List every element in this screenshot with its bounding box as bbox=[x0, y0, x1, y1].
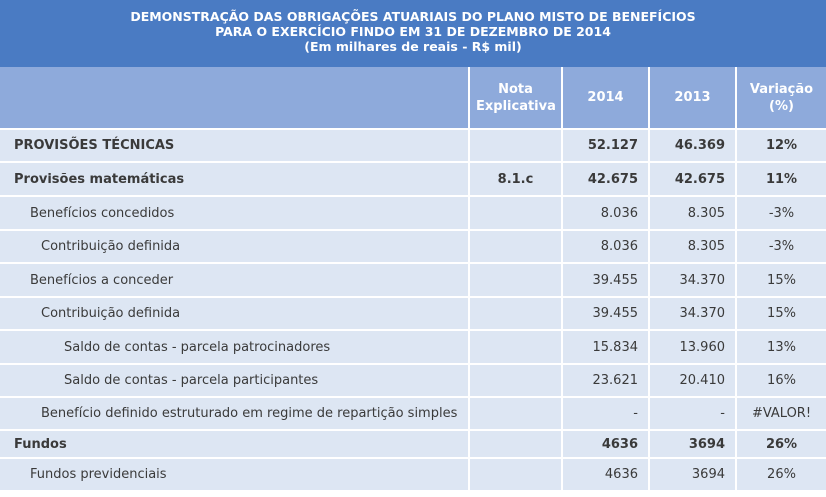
row-value-2013: 42.675 bbox=[648, 161, 736, 196]
row-nota: 8.1.c bbox=[468, 161, 562, 196]
table-row: Fundos 4636 3694 26% bbox=[0, 429, 826, 458]
row-value-2014: - bbox=[561, 396, 649, 430]
row-value-2014: 4636 bbox=[561, 429, 649, 458]
header-row: Nota Explicativa 2014 2013 Variação (%) bbox=[0, 67, 826, 129]
row-value-2014: 39.455 bbox=[561, 296, 649, 330]
row-variacao: 26% bbox=[735, 429, 826, 458]
row-value-2013: - bbox=[648, 396, 736, 430]
row-value-2014: 52.127 bbox=[561, 128, 649, 162]
table-row: Benefícios concedidos 8.036 8.305 -3% bbox=[0, 195, 826, 230]
row-value-2013: 8.305 bbox=[648, 229, 736, 263]
row-label: PROVISÕES TÉCNICAS bbox=[0, 128, 469, 162]
header-2014: 2014 bbox=[561, 67, 649, 129]
row-label: Contribuição definida bbox=[0, 229, 469, 263]
row-nota bbox=[468, 457, 562, 490]
header-variacao: Variação (%) bbox=[735, 67, 826, 129]
title-line-3: (Em milhares de reais - R$ mil) bbox=[304, 39, 522, 54]
row-value-2014: 42.675 bbox=[561, 161, 649, 196]
row-label: Benefício definido estruturado em regime… bbox=[0, 396, 469, 430]
row-nota bbox=[468, 195, 562, 230]
row-nota bbox=[468, 296, 562, 330]
row-label: Contribuição definida bbox=[0, 296, 469, 330]
row-variacao: -3% bbox=[735, 229, 826, 263]
row-variacao: -3% bbox=[735, 195, 826, 230]
row-nota bbox=[468, 429, 562, 458]
actuarial-obligations-table: Nota Explicativa 2014 2013 Variação (%) PR… bbox=[0, 67, 826, 490]
row-value-2013: 20.410 bbox=[648, 363, 736, 397]
table-row: Contribuição definida 39.455 34.370 15% bbox=[0, 296, 826, 330]
row-nota bbox=[468, 229, 562, 263]
title-line-2: PARA O EXERCÍCIO FINDO EM 31 DE DEZEMBRO… bbox=[215, 24, 611, 39]
row-variacao: #VALOR! bbox=[735, 396, 826, 430]
row-value-2013: 34.370 bbox=[648, 296, 736, 330]
row-variacao: 15% bbox=[735, 296, 826, 330]
row-label: Saldo de contas - parcela participantes bbox=[0, 363, 469, 397]
table-row: Saldo de contas - parcela patrocinadores… bbox=[0, 329, 826, 364]
row-value-2014: 39.455 bbox=[561, 262, 649, 297]
row-label: Fundos previdenciais bbox=[0, 457, 469, 490]
row-value-2014: 15.834 bbox=[561, 329, 649, 364]
row-nota bbox=[468, 128, 562, 162]
row-variacao: 13% bbox=[735, 329, 826, 364]
row-variacao: 26% bbox=[735, 457, 826, 490]
header-description bbox=[0, 67, 469, 129]
row-label: Benefícios a conceder bbox=[0, 262, 469, 297]
table-row: Benefício definido estruturado em regime… bbox=[0, 396, 826, 430]
table-title: DEMONSTRAÇÃO DAS OBRIGAÇÕES ATUARIAIS DO… bbox=[0, 0, 826, 67]
row-variacao: 11% bbox=[735, 161, 826, 196]
row-variacao: 12% bbox=[735, 128, 826, 162]
row-label: Saldo de contas - parcela patrocinadores bbox=[0, 329, 469, 364]
row-nota bbox=[468, 329, 562, 364]
row-value-2013: 46.369 bbox=[648, 128, 736, 162]
table-row: PROVISÕES TÉCNICAS 52.127 46.369 12% bbox=[0, 128, 826, 162]
row-value-2014: 8.036 bbox=[561, 195, 649, 230]
row-value-2013: 8.305 bbox=[648, 195, 736, 230]
table-row: Benefícios a conceder 39.455 34.370 15% bbox=[0, 262, 826, 297]
row-value-2013: 34.370 bbox=[648, 262, 736, 297]
row-variacao: 15% bbox=[735, 262, 826, 297]
table-row: Provisões matemáticas 8.1.c 42.675 42.67… bbox=[0, 161, 826, 196]
row-value-2014: 4636 bbox=[561, 457, 649, 490]
header-nota-explicativa: Nota Explicativa bbox=[468, 67, 562, 129]
row-label: Provisões matemáticas bbox=[0, 161, 469, 196]
row-value-2014: 8.036 bbox=[561, 229, 649, 263]
row-nota bbox=[468, 262, 562, 297]
title-line-1: DEMONSTRAÇÃO DAS OBRIGAÇÕES ATUARIAIS DO… bbox=[130, 9, 696, 24]
row-value-2013: 3694 bbox=[648, 429, 736, 458]
table-row: Contribuição definida 8.036 8.305 -3% bbox=[0, 229, 826, 263]
row-value-2013: 13.960 bbox=[648, 329, 736, 364]
row-label: Fundos bbox=[0, 429, 469, 458]
row-label: Benefícios concedidos bbox=[0, 195, 469, 230]
row-nota bbox=[468, 396, 562, 430]
header-2013: 2013 bbox=[648, 67, 736, 129]
row-value-2013: 3694 bbox=[648, 457, 736, 490]
row-value-2014: 23.621 bbox=[561, 363, 649, 397]
table-row: Fundos previdenciais 4636 3694 26% bbox=[0, 457, 826, 490]
table-row: Saldo de contas - parcela participantes … bbox=[0, 363, 826, 397]
row-nota bbox=[468, 363, 562, 397]
row-variacao: 16% bbox=[735, 363, 826, 397]
